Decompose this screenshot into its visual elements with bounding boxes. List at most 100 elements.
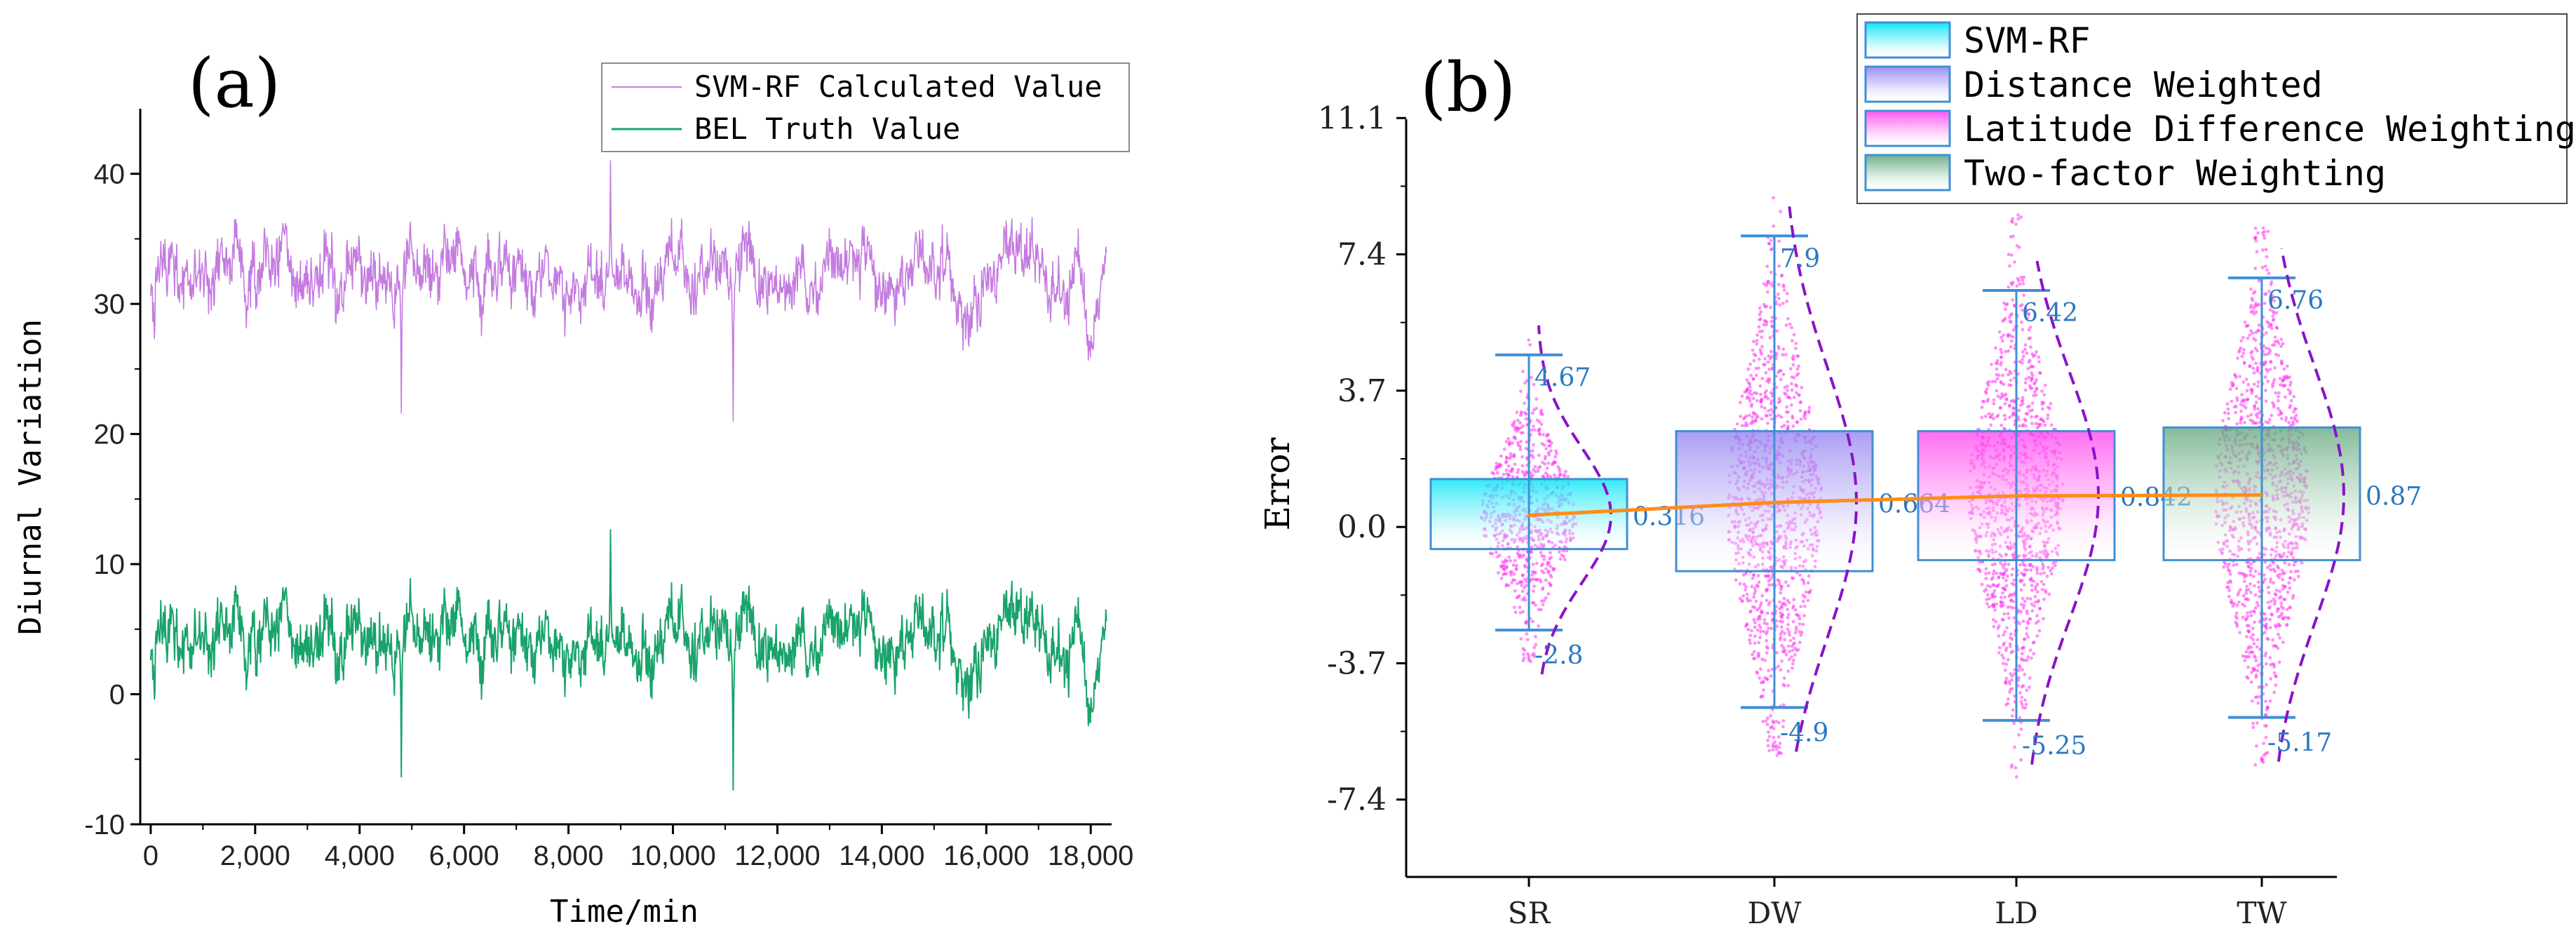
scatter-point	[2285, 608, 2289, 612]
scatter-point	[1510, 581, 1514, 584]
scatter-point	[2010, 687, 2014, 691]
scatter-point	[2242, 348, 2246, 351]
scatter-point	[2241, 404, 2246, 408]
scatter-point	[2025, 351, 2029, 355]
scatter-point	[2281, 587, 2285, 591]
scatter-point	[2253, 267, 2258, 270]
scatter-point	[2234, 410, 2238, 415]
scatter-point	[2254, 310, 2258, 314]
scatter-point	[2049, 423, 2054, 427]
scatter-point	[2241, 380, 2246, 384]
scatter-point	[2239, 339, 2244, 343]
scatter-point	[1748, 609, 1753, 613]
scatter-point	[2246, 629, 2250, 633]
scatter-point	[2266, 229, 2270, 234]
scatter-point	[1766, 280, 1769, 284]
scatter-point	[2251, 366, 2255, 370]
scatter-point	[1520, 584, 1524, 587]
scatter-point	[1555, 452, 1558, 456]
scatter-point	[2277, 632, 2280, 636]
scatter-point	[2249, 680, 2253, 684]
scatter-point	[2262, 742, 2266, 745]
scatter-point	[1758, 306, 1762, 310]
scatter-point	[2263, 302, 2267, 305]
scatter-point	[1778, 751, 1781, 755]
scatter-point	[2023, 599, 2027, 603]
scatter-point	[2272, 602, 2277, 606]
scatter-point	[2247, 645, 2251, 649]
scatter-point	[2256, 664, 2260, 667]
scatter-point	[2274, 326, 2279, 330]
scatter-point	[2021, 282, 2025, 286]
scatter-point	[1534, 603, 1538, 607]
scatter-point	[1755, 671, 1760, 675]
scatter-point	[2003, 417, 2007, 421]
scatter-point	[2250, 349, 2254, 354]
scatter-point	[1799, 400, 1803, 404]
scatter-point	[2267, 325, 2271, 328]
scatter-point	[1781, 646, 1786, 650]
scatter-point	[2009, 378, 2013, 382]
scatter-point	[2030, 584, 2034, 587]
scatter-point	[2249, 614, 2253, 617]
scatter-point	[1521, 424, 1525, 428]
scatter-point	[2035, 590, 2039, 594]
scatter-point	[2031, 365, 2035, 369]
scatter-point	[1527, 338, 1531, 342]
scatter-point	[1787, 630, 1791, 634]
scatter-point	[1807, 574, 1811, 578]
scatter-point	[1551, 568, 1556, 572]
scatter-point	[1802, 582, 1806, 586]
scatter-point	[1767, 367, 1772, 371]
scatter-point	[2037, 424, 2041, 428]
scatter-point	[1796, 372, 1800, 375]
scatter-point	[1765, 651, 1769, 655]
scatter-point	[2285, 374, 2289, 378]
scatter-point	[1762, 406, 1767, 410]
scatter-point	[1790, 655, 1793, 659]
scatter-point	[1516, 468, 1520, 471]
scatter-point	[1524, 621, 1528, 625]
panel-b-legend: SVM-RF Distance Weighted Latitude Differ…	[1856, 13, 2576, 204]
scatter-point	[2025, 626, 2029, 630]
scatter-point	[1804, 590, 1808, 594]
scatter-point	[1992, 624, 1996, 629]
scatter-point	[2279, 595, 2283, 599]
scatter-point	[1750, 584, 1754, 589]
scatter-point	[2025, 596, 2030, 601]
scatter-point	[2004, 676, 2009, 681]
scatter-point	[1530, 573, 1535, 577]
scatter-point	[2254, 673, 2258, 677]
scatter-point	[1532, 424, 1535, 429]
scatter-point	[2004, 368, 2008, 372]
scatter-point	[2234, 563, 2239, 566]
scatter-point	[1512, 605, 1516, 610]
panel-a-x-tick-label: 10,000	[630, 840, 715, 871]
scatter-point	[2007, 697, 2010, 701]
scatter-point	[2244, 650, 2248, 654]
scatter-point	[1769, 626, 1774, 631]
scatter-point	[2279, 344, 2284, 349]
scatter-point	[1524, 417, 1528, 421]
scatter-point	[1786, 612, 1791, 617]
scatter-point	[1779, 591, 1783, 595]
scatter-point	[1746, 387, 1750, 391]
scatter-point	[1746, 395, 1750, 398]
scatter-point	[2270, 294, 2274, 298]
scatter-point	[1781, 283, 1786, 287]
scatter-point	[2266, 369, 2270, 373]
scatter-point	[2249, 636, 2253, 640]
scatter-point	[2272, 581, 2276, 584]
scatter-point	[2280, 568, 2284, 572]
scatter-point	[2012, 721, 2016, 725]
scatter-point	[1781, 347, 1786, 351]
scatter-point	[2026, 367, 2030, 371]
scatter-point	[1769, 319, 1774, 323]
scatter-point	[2253, 610, 2257, 614]
scatter-point	[2283, 561, 2287, 565]
scatter-point	[2007, 680, 2011, 683]
scatter-point	[1757, 615, 1761, 619]
scatter-point	[2040, 389, 2044, 393]
scatter-point	[1519, 411, 1523, 415]
scatter-point	[2042, 393, 2046, 396]
